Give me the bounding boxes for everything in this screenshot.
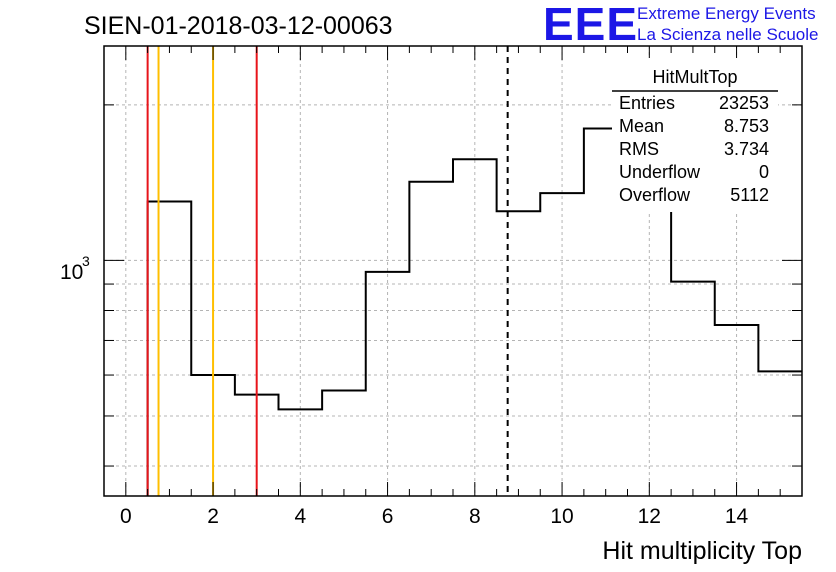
logo-mark: EEE [543,0,638,50]
histogram-bin [758,371,802,496]
stats-value: 23253 [719,93,769,113]
x-tick-label: 10 [550,505,573,528]
chart-title: SIEN-01-2018-03-12-00063 [84,12,393,40]
stats-label: RMS [619,139,659,159]
logo-line-2: La Scienza nelle Scuole [637,25,818,44]
marker-lines [146,46,509,496]
stats-label: Overflow [619,185,691,205]
x-tick-label: 6 [382,505,394,528]
histogram-bin [322,391,366,496]
grid-lines [104,46,802,496]
x-tick-label: 14 [725,505,749,528]
histogram-bin [671,282,715,496]
stats-value: 3.734 [724,139,769,159]
logo-line-1: Extreme Energy Events [637,4,816,23]
axes [103,45,803,497]
stats-value: 5112 [730,185,769,205]
y-tick-label-base: 10 [60,261,83,284]
eee-logo: EEE Extreme Energy Events La Scienza nel… [543,0,818,50]
stats-label: Underflow [619,162,701,182]
stats-box-bg [612,58,778,212]
stats-box-title: HitMultTop [652,67,737,87]
x-tick-label: 0 [120,505,132,528]
x-axis-title: Hit multiplicity Top [602,537,802,565]
stats-box: HitMultTop Entries 23253 Mean 8.753 RMS 3.734… [612,58,778,212]
x-tick-label: 4 [294,505,306,528]
y-tick-labels: 10 3 [60,253,90,284]
x-tick-label: 2 [207,505,219,528]
stats-label: Entries [619,93,675,113]
x-tick-label: 12 [638,505,661,528]
histogram-bin [497,211,541,496]
histogram-bins [146,80,802,496]
stats-label: Mean [619,116,664,136]
stats-value: 8.753 [724,116,769,136]
histogram-bin [409,182,453,496]
x-tick-labels: 0 2 4 6 8 10 12 14 [120,505,749,528]
y-tick-label-exp: 3 [82,253,90,269]
histogram-outline [146,80,802,496]
x-tick-label: 8 [469,505,481,528]
histogram-bin [715,325,759,496]
histogram-bin [148,202,192,496]
stats-value: 0 [759,162,769,182]
stats-rows: Entries 23253 Mean 8.753 RMS 3.734 Underflow 0 O… [619,93,769,205]
